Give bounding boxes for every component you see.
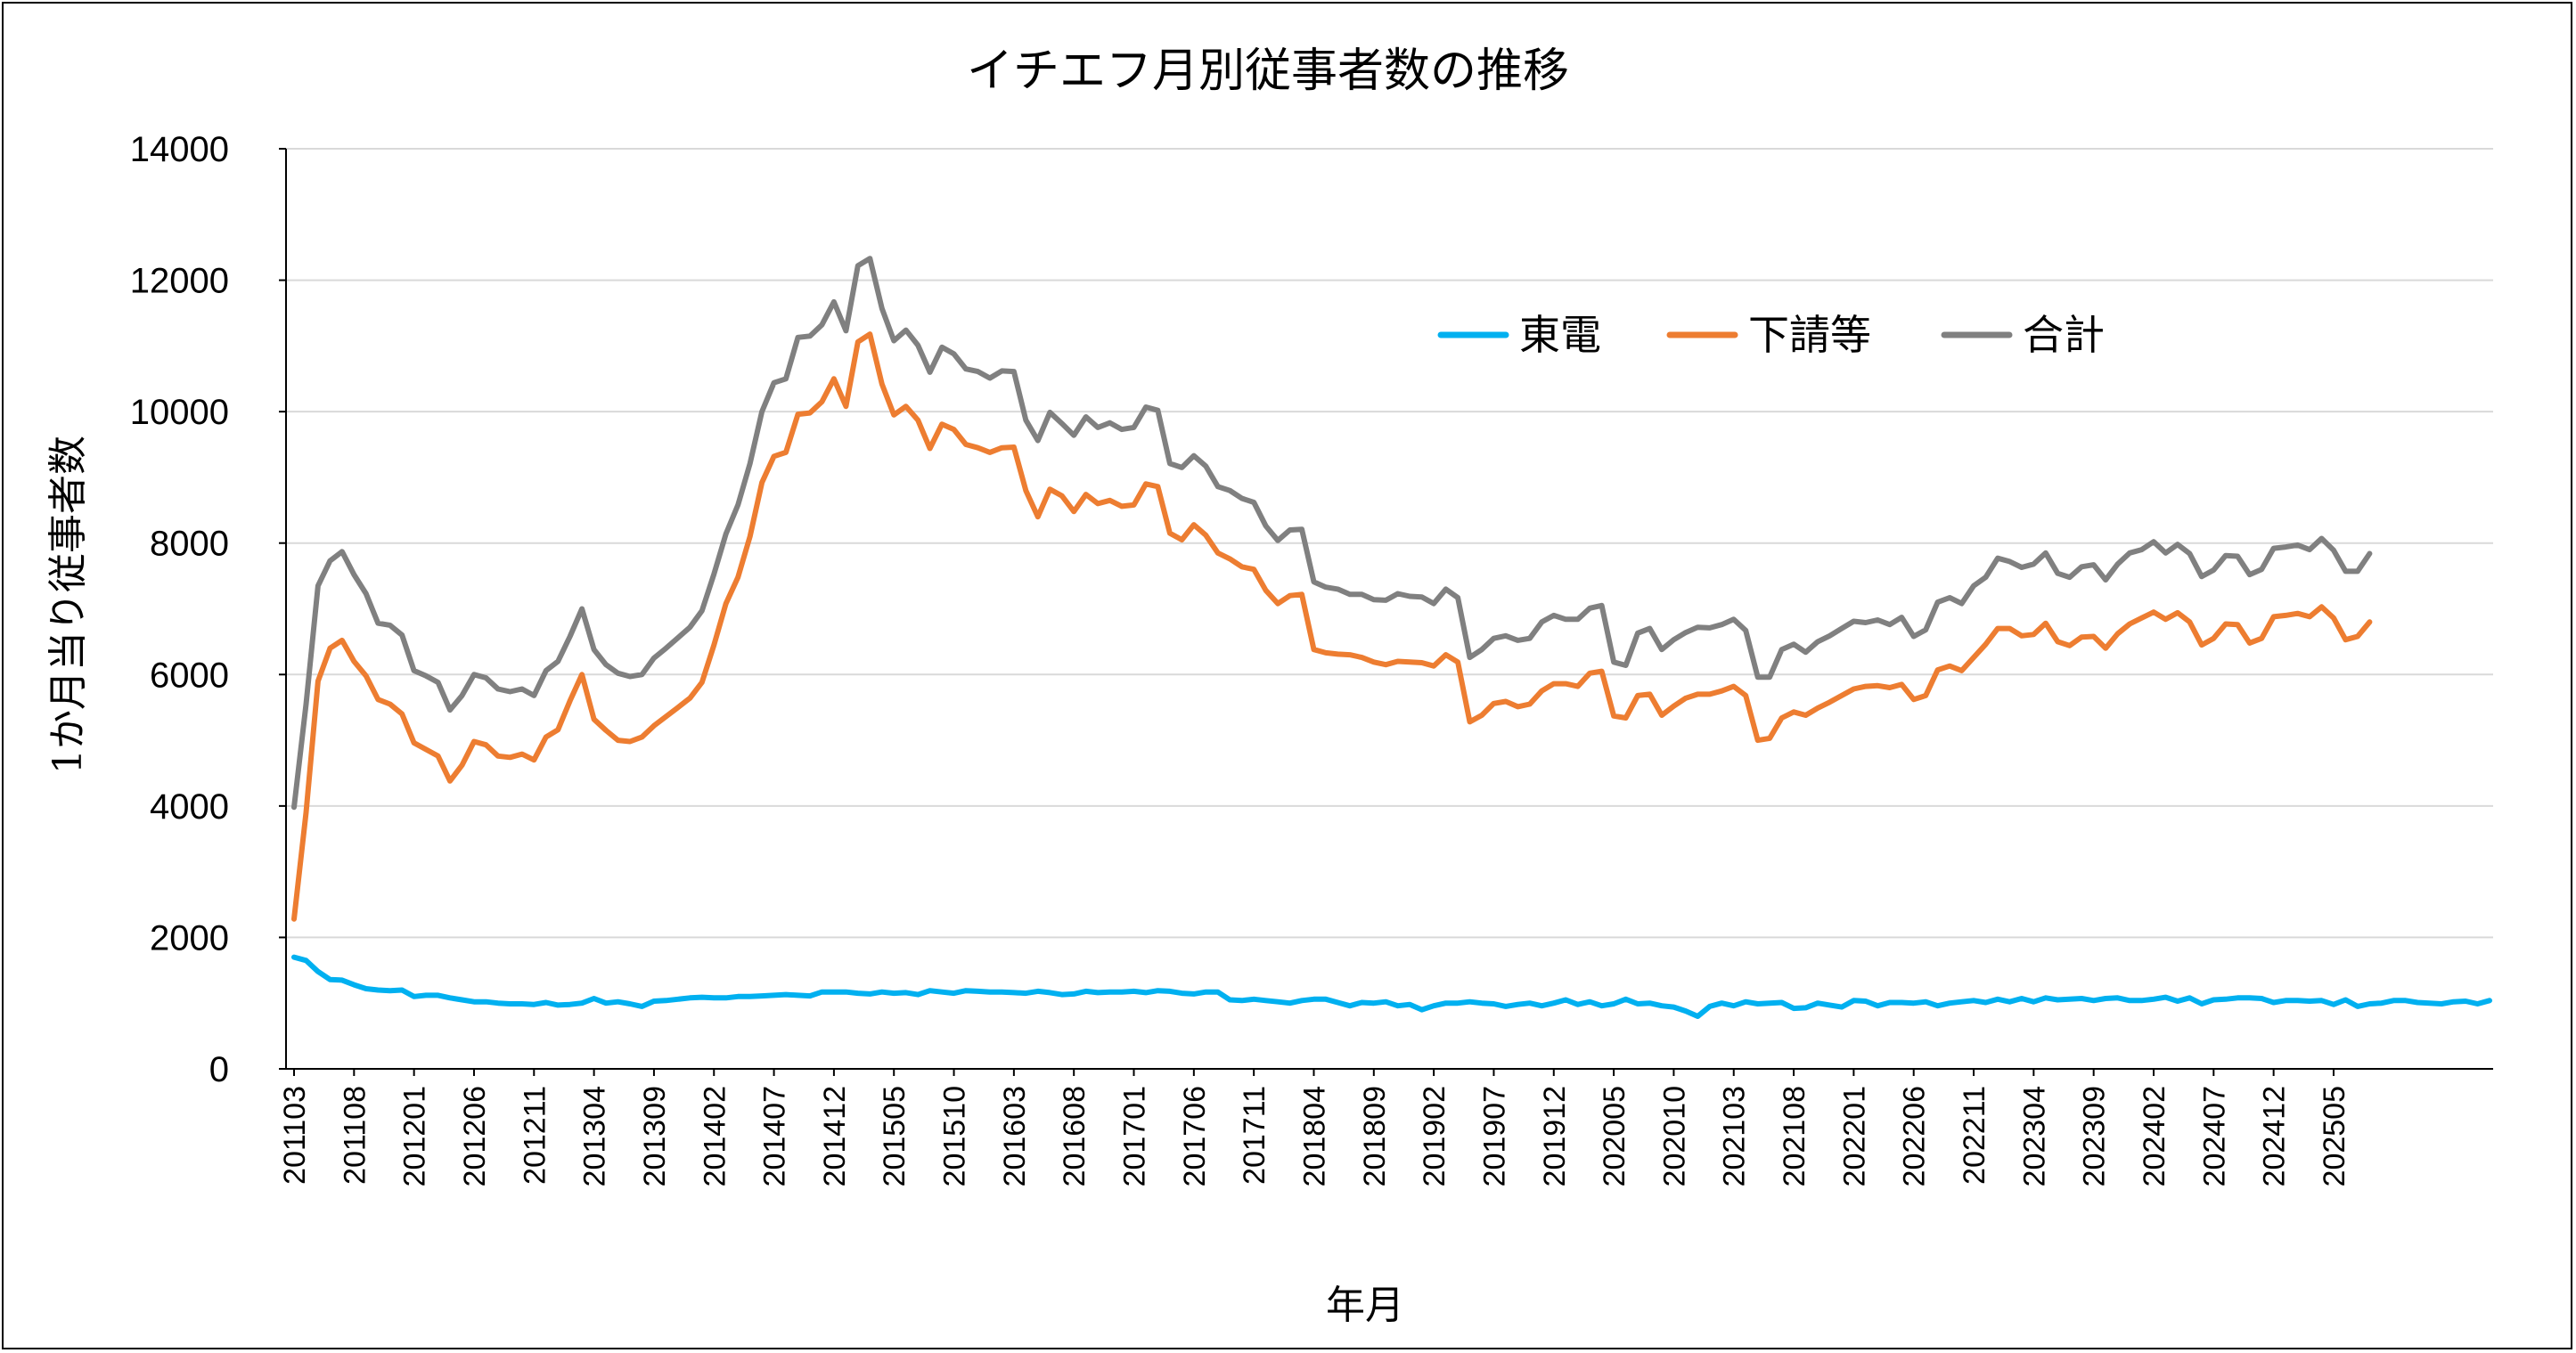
- x-tick-label: 201201: [398, 1086, 432, 1186]
- x-tick-label: 201608: [1058, 1086, 1092, 1186]
- x-tick-label: 202010: [1657, 1086, 1691, 1186]
- x-tick-label: 201902: [1418, 1086, 1452, 1186]
- x-axis-ticks: 201103 201108 201201 201206 201211 201304 2013…: [278, 1069, 2351, 1186]
- x-tick-label: 201211: [518, 1086, 552, 1185]
- x-tick-label: 202103: [1718, 1086, 1752, 1186]
- series-line-2: [291, 256, 2373, 811]
- x-tick-label: 201103: [278, 1086, 312, 1185]
- x-tick-label: 202304: [2017, 1086, 2051, 1186]
- x-tick-label: 201912: [1538, 1086, 1572, 1186]
- legend-label-1: 下請等: [1748, 311, 1871, 359]
- x-tick-label: 201304: [578, 1086, 612, 1186]
- x-tick-label: 201108: [338, 1086, 372, 1185]
- chart-title: イチエフ月別従事者数の推移: [967, 45, 1569, 98]
- x-tick-label: 202211: [1958, 1086, 1991, 1185]
- legend-item-1: 下請等: [1666, 311, 1871, 359]
- y-axis-ticks: 0 2000 4000 6000 8000 10000 12000 14000: [130, 130, 286, 1089]
- chart-svg: イチエフ月別従事者数の推移 0 2000 4000 6000 8000 10000 1200…: [45, 45, 2493, 1328]
- x-tick-label: 202412: [2258, 1086, 2292, 1186]
- x-tick-label: 202407: [2197, 1086, 2231, 1186]
- legend-item-2: 合計: [1941, 311, 2105, 359]
- x-tick-label: 201407: [758, 1086, 792, 1186]
- gridlines: [286, 148, 2493, 939]
- y-tick-label: 4000: [150, 787, 229, 827]
- x-tick-label: 201706: [1178, 1086, 1212, 1186]
- legend-label-0: 東電: [1519, 311, 1601, 359]
- x-tick-label: 201412: [818, 1086, 852, 1186]
- series-lines: [291, 256, 2492, 1019]
- legend-label-2: 合計: [2023, 311, 2105, 359]
- x-tick-label: 201804: [1297, 1086, 1331, 1186]
- x-tick-label: 201309: [638, 1086, 672, 1186]
- x-tick-label: 201907: [1477, 1086, 1511, 1186]
- legend: 東電 下請等 合計: [1437, 311, 2105, 359]
- legend-item-0: 東電: [1437, 311, 1601, 359]
- x-tick-label: 201206: [458, 1086, 492, 1186]
- x-tick-label: 201603: [998, 1086, 1032, 1186]
- y-tick-label: 12000: [130, 262, 229, 301]
- x-tick-label: 202309: [2078, 1086, 2112, 1186]
- y-axis-title: 1か月当り従事者数: [45, 436, 91, 774]
- x-tick-label: 202402: [2138, 1086, 2171, 1186]
- x-tick-label: 201505: [878, 1086, 912, 1186]
- x-tick-label: 201402: [698, 1086, 732, 1186]
- x-tick-label: 201809: [1358, 1086, 1392, 1186]
- y-tick-label: 0: [209, 1050, 229, 1089]
- x-tick-label: 202108: [1778, 1086, 1811, 1186]
- y-tick-label: 6000: [150, 656, 229, 695]
- x-tick-label: 201510: [938, 1086, 972, 1186]
- y-tick-label: 2000: [150, 918, 229, 958]
- x-tick-label: 202201: [1837, 1086, 1871, 1186]
- x-tick-label: 202206: [1898, 1086, 1932, 1186]
- x-tick-label: 201701: [1118, 1086, 1152, 1186]
- x-tick-label: 202005: [1598, 1086, 1631, 1186]
- x-tick-label: 202505: [2318, 1086, 2351, 1186]
- y-tick-label: 14000: [130, 130, 229, 169]
- x-axis-title: 年月: [1326, 1283, 1404, 1328]
- series-line-0: [291, 954, 2492, 1019]
- series-line-1: [291, 331, 2373, 922]
- x-tick-label: 201711: [1238, 1086, 1272, 1185]
- y-tick-label: 8000: [150, 525, 229, 564]
- y-tick-label: 10000: [130, 393, 229, 432]
